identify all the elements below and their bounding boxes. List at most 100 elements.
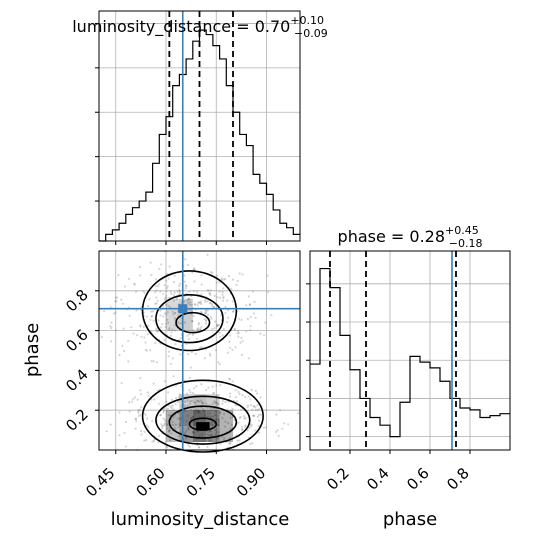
scatter-point (172, 299, 176, 302)
scatter-point (171, 421, 174, 424)
scatter-point (167, 305, 170, 308)
scatter-point (171, 423, 174, 427)
scatter-point (242, 414, 246, 418)
scatter-point (236, 439, 239, 442)
scatter-point (200, 293, 203, 296)
scatter-point (167, 391, 170, 394)
scatter-point (196, 399, 199, 402)
scatter-point (139, 406, 142, 409)
scatter-point (150, 310, 153, 313)
scatter-point (217, 324, 220, 327)
scatter-point (144, 413, 147, 416)
panel-phase-hist: 0.2 0.4 0.6 0.8 phase = 0.28+0.45 −0.18 phas… (306, 224, 511, 530)
scatter-point (162, 411, 165, 414)
scatter-point (177, 400, 180, 404)
scatter-point (127, 339, 130, 342)
scatter-point (192, 268, 195, 271)
scatter-point (264, 321, 267, 324)
scatter-point (178, 292, 181, 295)
scatter-point (265, 408, 268, 411)
scatter-point (206, 253, 209, 256)
scatter-point (145, 424, 148, 427)
scatter-point (159, 413, 162, 416)
scatter-point (222, 278, 225, 281)
scatter-point (134, 396, 137, 399)
scatter-point (239, 416, 242, 419)
scatter-point (214, 428, 217, 431)
scatter-point (211, 304, 214, 308)
scatter-point (196, 337, 199, 340)
scatter-point (155, 296, 158, 299)
scatter-point (166, 424, 169, 427)
scatter-point (224, 420, 227, 423)
scatter-point (164, 325, 167, 328)
scatter-point (207, 386, 210, 389)
scatter-point (154, 302, 157, 305)
scatter-point (209, 302, 212, 305)
scatter-point (147, 304, 150, 308)
scatter-point (115, 300, 118, 303)
scatter-point (165, 296, 168, 299)
scatter-point (118, 411, 121, 414)
scatter-point (258, 408, 261, 411)
scatter-point (134, 427, 137, 430)
scatter-point (187, 426, 190, 429)
scatter-point (245, 304, 248, 307)
scatter-point (165, 400, 168, 403)
scatter-point (184, 258, 187, 261)
scatter-point (200, 326, 203, 329)
scatter-point (218, 363, 221, 366)
scatter-point (120, 382, 123, 385)
scatter-point (137, 410, 140, 413)
y-tick-label: 0.2 (62, 405, 92, 435)
scatter-point (228, 340, 231, 343)
scatter-point (156, 329, 159, 333)
scatter-point (209, 433, 212, 436)
scatter-point (178, 288, 181, 291)
x-axis-label-phase: phase (383, 509, 437, 530)
scatter-point (159, 314, 162, 317)
scatter-point (185, 437, 188, 440)
scatter-point (257, 413, 261, 417)
scatter-point (223, 277, 227, 281)
scatter-point (204, 309, 207, 312)
x-tick-label: 0.6 (403, 464, 433, 494)
scatter-point (152, 310, 155, 313)
scatter-point (215, 325, 218, 328)
density-bin (166, 314, 180, 331)
scatter-point (222, 287, 225, 290)
scatter-point (237, 329, 240, 333)
scatter-point (160, 427, 164, 430)
scatter-point (200, 383, 203, 386)
scatter-point (184, 284, 188, 287)
scatter-point (169, 290, 172, 293)
scatter-point (151, 419, 154, 422)
scatter-point (168, 429, 171, 432)
scatter-point (229, 334, 232, 337)
scatter-point (191, 320, 194, 323)
scatter-point (218, 331, 221, 334)
scatter-point (249, 404, 253, 407)
scatter-point (196, 328, 199, 331)
scatter-point (205, 319, 208, 322)
scatter-point (137, 408, 140, 411)
scatter-point (156, 389, 159, 392)
density-bin (166, 298, 180, 315)
scatter-point (167, 355, 170, 358)
scatter-point (164, 322, 168, 325)
scatter-point (240, 318, 243, 322)
scatter-point (249, 329, 252, 332)
scatter-point (192, 315, 195, 318)
scatter-point (173, 274, 176, 277)
scatter-point (231, 310, 235, 313)
contour-line (188, 417, 218, 431)
scatter-point (241, 428, 244, 431)
scatter-point (121, 302, 125, 305)
scatter-point (192, 289, 196, 293)
scatter-point (152, 382, 155, 385)
scatter-point (151, 314, 154, 317)
scatter-point (140, 433, 143, 436)
scatter-point (230, 288, 233, 291)
scatter-point (183, 400, 187, 403)
